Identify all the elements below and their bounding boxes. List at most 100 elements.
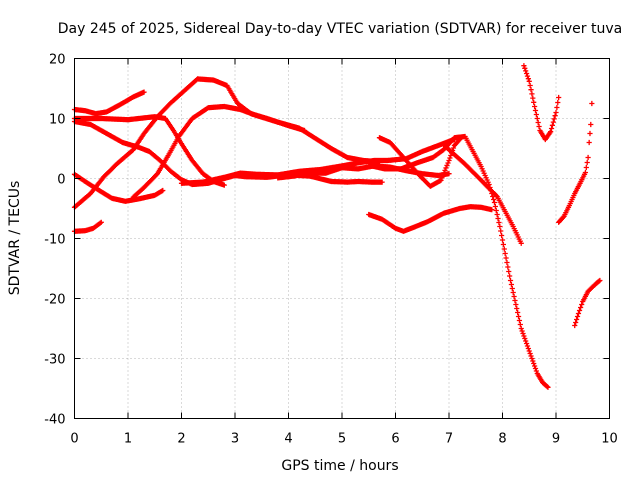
data-point-marker: [527, 82, 533, 89]
data-point-marker: [535, 119, 541, 126]
data-point-marker: [553, 109, 559, 116]
data-point-marker: [532, 363, 538, 369]
data-point-marker: [523, 340, 530, 347]
x-tick-label: 2: [177, 432, 185, 447]
data-point-marker: [490, 196, 497, 203]
series-arc-11: [366, 133, 551, 390]
grid: [74, 58, 610, 419]
data-point-marker: [492, 203, 498, 210]
data-point-marker: [582, 169, 589, 176]
y-tick-label: 0: [57, 173, 65, 188]
data-point-marker: [491, 199, 498, 206]
data-point-marker: [526, 78, 532, 84]
data-point-marker: [515, 313, 522, 320]
data-point-marker: [587, 130, 593, 137]
data-point-marker: [560, 214, 566, 220]
data-point-marker: [153, 172, 160, 178]
data-point-marker: [441, 170, 447, 176]
y-tick-label: -10: [44, 233, 65, 248]
x-tick-label: 7: [445, 432, 453, 447]
data-point-marker: [584, 159, 590, 166]
data-point-marker: [438, 177, 444, 183]
data-point-marker: [519, 328, 525, 334]
data-point-marker: [497, 223, 503, 230]
data-point-marker: [530, 358, 536, 364]
series-arc-7: [130, 103, 383, 200]
x-tick-label: 8: [498, 432, 506, 447]
data-point-marker: [523, 68, 529, 74]
x-tick-label: 9: [552, 432, 560, 447]
data-point-marker: [524, 73, 531, 79]
data-series: [71, 63, 603, 390]
data-point-marker: [507, 277, 514, 284]
data-point-marker: [548, 125, 555, 132]
data-point-marker: [97, 220, 103, 226]
data-point-marker: [511, 293, 517, 300]
data-point-marker: [531, 99, 537, 105]
data-point-marker: [509, 285, 515, 292]
x-tick-label: 10: [601, 432, 618, 447]
data-point-marker: [536, 123, 542, 130]
data-point-marker: [524, 343, 531, 349]
y-tick-label: -30: [44, 353, 65, 368]
data-point-marker: [499, 237, 506, 243]
data-point-marker: [548, 129, 554, 135]
data-point-marker: [517, 321, 523, 328]
data-point-marker: [534, 115, 540, 122]
data-point-marker: [525, 76, 531, 82]
data-point-marker: [527, 350, 533, 357]
data-point-marker: [514, 305, 520, 312]
data-point-marker: [579, 301, 585, 308]
data-point-marker: [499, 232, 505, 239]
data-point-marker: [533, 368, 539, 374]
data-point-marker: [554, 104, 560, 111]
data-point-marker: [141, 89, 147, 95]
data-point-marker: [445, 160, 451, 166]
data-point-marker: [379, 179, 385, 185]
data-point-marker: [515, 309, 521, 316]
data-point-marker: [493, 192, 499, 199]
data-point-marker: [493, 207, 499, 214]
data-point-marker: [523, 70, 530, 77]
data-point-marker: [523, 338, 529, 344]
x-tick-label: 5: [338, 432, 346, 447]
series-arc-15: [556, 100, 595, 225]
data-point-marker: [446, 157, 452, 164]
data-point-marker: [544, 383, 550, 390]
x-axis-label: GPS time / hours: [281, 458, 398, 474]
data-point-marker: [513, 301, 519, 308]
data-point-marker: [489, 207, 495, 213]
data-point-marker: [508, 281, 515, 288]
data-point-marker: [516, 317, 523, 324]
data-point-marker: [518, 325, 524, 332]
data-point-marker: [532, 103, 538, 110]
data-point-marker: [160, 187, 166, 194]
data-point-marker: [450, 145, 457, 151]
data-point-marker: [552, 113, 558, 119]
data-point-marker: [531, 360, 537, 367]
y-tick-label: 20: [49, 53, 66, 68]
data-point-marker: [574, 313, 581, 320]
data-point-marker: [589, 100, 595, 107]
data-point-marker: [578, 304, 584, 311]
data-point-marker: [98, 219, 104, 225]
data-point-marker: [545, 384, 551, 390]
series-arc-16: [572, 277, 603, 329]
data-point-marker: [588, 121, 594, 128]
data-point-marker: [521, 63, 527, 69]
data-point-marker: [573, 319, 579, 326]
data-point-marker: [532, 365, 539, 372]
data-point-marker: [575, 310, 582, 317]
x-tick-label: 4: [284, 432, 292, 447]
data-point-marker: [495, 215, 501, 222]
data-point-marker: [444, 162, 450, 169]
x-tick-label: 1: [124, 432, 132, 447]
data-point-marker: [221, 182, 227, 188]
data-point-marker: [529, 91, 535, 97]
data-point-marker: [443, 165, 449, 171]
data-point-marker: [505, 264, 511, 270]
y-tick-label: -40: [44, 413, 65, 428]
data-point-marker: [551, 116, 557, 122]
data-point-marker: [533, 111, 539, 118]
data-point-marker: [446, 171, 452, 177]
